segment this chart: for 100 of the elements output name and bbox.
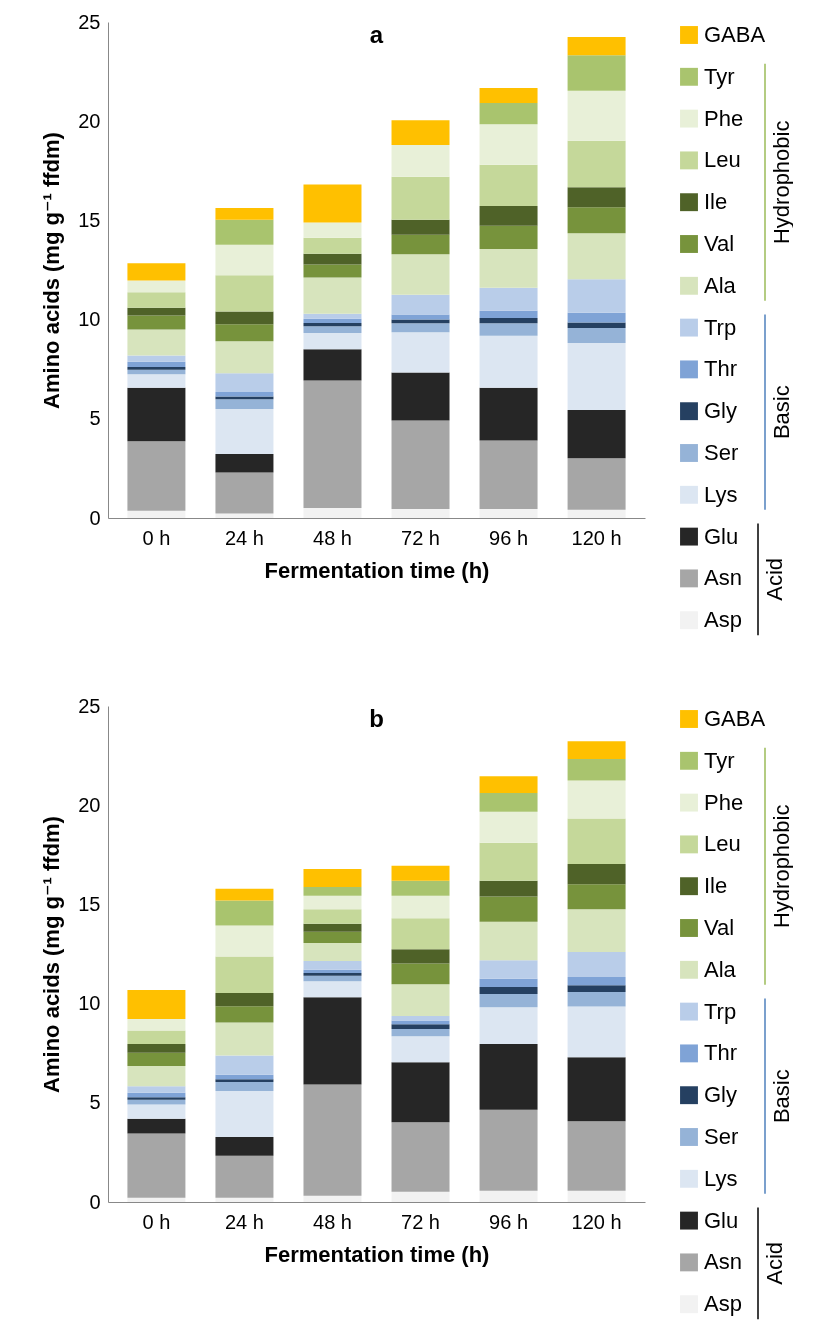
- legend-label: Asp: [704, 607, 742, 633]
- bar: [479, 896, 538, 922]
- bar: [215, 399, 274, 410]
- bar: [215, 341, 274, 374]
- bar: [567, 509, 626, 518]
- legend-label: Trp: [704, 314, 737, 340]
- legend-label: Gly: [704, 398, 737, 424]
- bar: [303, 222, 362, 238]
- y-axis-title: Amino acids (mg g⁻¹ ffdm): [39, 132, 65, 409]
- legend-label: Phe: [704, 105, 744, 131]
- x-tick-label: 72 h: [401, 1210, 440, 1233]
- x-tick-label: 120 h: [571, 1210, 622, 1233]
- bar: [303, 997, 362, 1085]
- bar: [215, 1006, 274, 1023]
- bar: [567, 140, 626, 188]
- x-axis-title: Fermentation time (h): [264, 1241, 490, 1267]
- bar: [215, 993, 274, 1007]
- bar: [215, 1155, 274, 1198]
- y-tick-label: 0: [89, 1190, 101, 1213]
- bar: [391, 1036, 450, 1063]
- bar: [303, 332, 362, 350]
- bar: [479, 310, 538, 319]
- bar: [567, 55, 626, 91]
- bar: [303, 253, 362, 265]
- bar: [391, 1016, 450, 1021]
- y-tick-label: 10: [78, 308, 101, 331]
- legend-label: Tyr: [704, 63, 735, 89]
- y-tick-label: 10: [78, 992, 101, 1015]
- x-tick-label: 96 h: [489, 526, 529, 549]
- y-tick-label: 5: [89, 1091, 101, 1114]
- bar: [215, 219, 274, 245]
- bar: [391, 1062, 450, 1123]
- bar: [127, 1019, 186, 1031]
- bar: [567, 741, 626, 759]
- bar: [391, 372, 450, 421]
- bar: [127, 329, 186, 356]
- bar: [567, 207, 626, 234]
- chart-title: b: [369, 705, 384, 732]
- text: Acid: [762, 558, 787, 601]
- bar: [479, 387, 538, 441]
- bar: [303, 326, 362, 333]
- bar: [479, 1043, 538, 1110]
- bar: [303, 895, 362, 910]
- bar: [215, 324, 274, 342]
- x-tick-label: 24 h: [224, 1210, 264, 1233]
- bar: [303, 313, 362, 319]
- bar: [391, 509, 450, 518]
- bar: [215, 1137, 274, 1156]
- bar: [479, 880, 538, 897]
- bar: [479, 102, 538, 125]
- legend-label: Ser: [704, 440, 739, 465]
- bar: [303, 264, 362, 278]
- legend-label: Lys: [704, 1165, 738, 1191]
- bar: [127, 1118, 186, 1134]
- bar: [567, 977, 626, 986]
- bar: [127, 1133, 186, 1198]
- bar: [215, 373, 274, 393]
- bar: [567, 233, 626, 280]
- chart-title: a: [369, 21, 384, 48]
- bar: [391, 918, 450, 950]
- bar: [303, 277, 362, 314]
- y-tick-label: 25: [78, 10, 101, 33]
- bar: [391, 895, 450, 919]
- bar: [391, 234, 450, 255]
- y-tick-label: 0: [89, 506, 101, 529]
- bar: [303, 909, 362, 924]
- legend-label: Ile: [704, 189, 728, 215]
- legend-label: Tyr: [704, 747, 735, 773]
- bar: [479, 124, 538, 165]
- bar: [215, 1090, 274, 1138]
- text: Hydrophobic: [769, 804, 794, 929]
- bar: [215, 472, 274, 514]
- legend-label: Glu: [704, 523, 739, 549]
- bar: [127, 355, 186, 362]
- bar: [391, 314, 450, 320]
- bar: [127, 307, 186, 316]
- bar: [567, 780, 626, 819]
- bar: [127, 990, 186, 1020]
- bar: [215, 1022, 274, 1056]
- bar: [127, 367, 186, 370]
- bar: [391, 254, 450, 295]
- legend-label: Asn: [704, 565, 742, 591]
- bar: [303, 349, 362, 381]
- bar: [303, 981, 362, 998]
- bar: [479, 994, 538, 1008]
- bar: [479, 88, 538, 103]
- bar: [127, 1043, 186, 1053]
- legend-label: Ile: [704, 873, 728, 899]
- bar: [567, 458, 626, 510]
- bar: [391, 1029, 450, 1037]
- legend-label: Ala: [704, 956, 737, 982]
- bar: [567, 818, 626, 865]
- bar: [303, 1084, 362, 1196]
- bar: [391, 963, 450, 985]
- bar: [479, 960, 538, 979]
- bar: [567, 90, 626, 141]
- bar: [303, 960, 362, 970]
- x-axis-title: Fermentation time (h): [264, 557, 490, 583]
- bar: [127, 1052, 186, 1066]
- x-tick-label: 120 h: [571, 526, 622, 549]
